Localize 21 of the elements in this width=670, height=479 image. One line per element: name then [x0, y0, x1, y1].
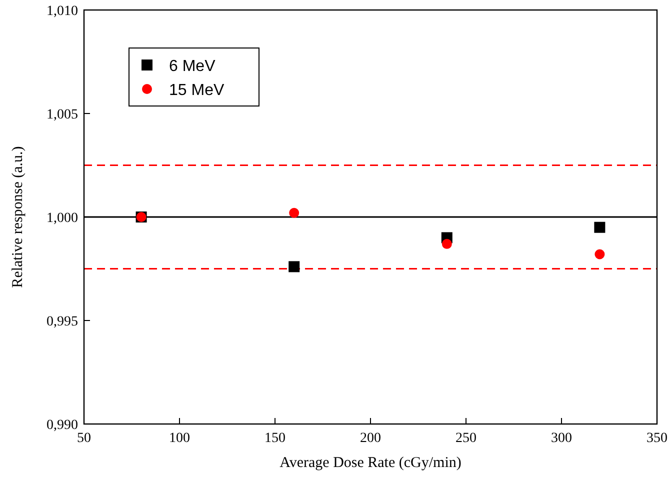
- y-tick-label: 1,005: [46, 108, 78, 122]
- x-tick-label: 100: [169, 431, 190, 446]
- point: [289, 208, 300, 218]
- x-tick-label: 150: [264, 431, 286, 446]
- legend-label: 15 MeV: [169, 82, 224, 99]
- x-tick-label: 50: [77, 431, 91, 446]
- x-tick-label: 350: [646, 431, 668, 446]
- x-tick-label: 200: [360, 431, 381, 446]
- point: [288, 261, 300, 272]
- point: [442, 238, 452, 249]
- y-tick-label: 1,000: [46, 211, 78, 226]
- legend-label: 6 MeV: [169, 58, 216, 75]
- y-axis-title: Relative response (a.u.): [10, 146, 26, 288]
- x-tick-label: 250: [456, 431, 476, 446]
- point: [594, 222, 606, 233]
- point: [594, 249, 605, 260]
- x-axis-title: Average Dose Rate (cGy/min): [280, 455, 462, 471]
- x-tick-label: 300: [551, 431, 572, 446]
- y-tick-label: 0,995: [46, 314, 78, 330]
- y-tick-label: 0,990: [46, 418, 78, 433]
- y-tick-label: 1,010: [46, 4, 78, 19]
